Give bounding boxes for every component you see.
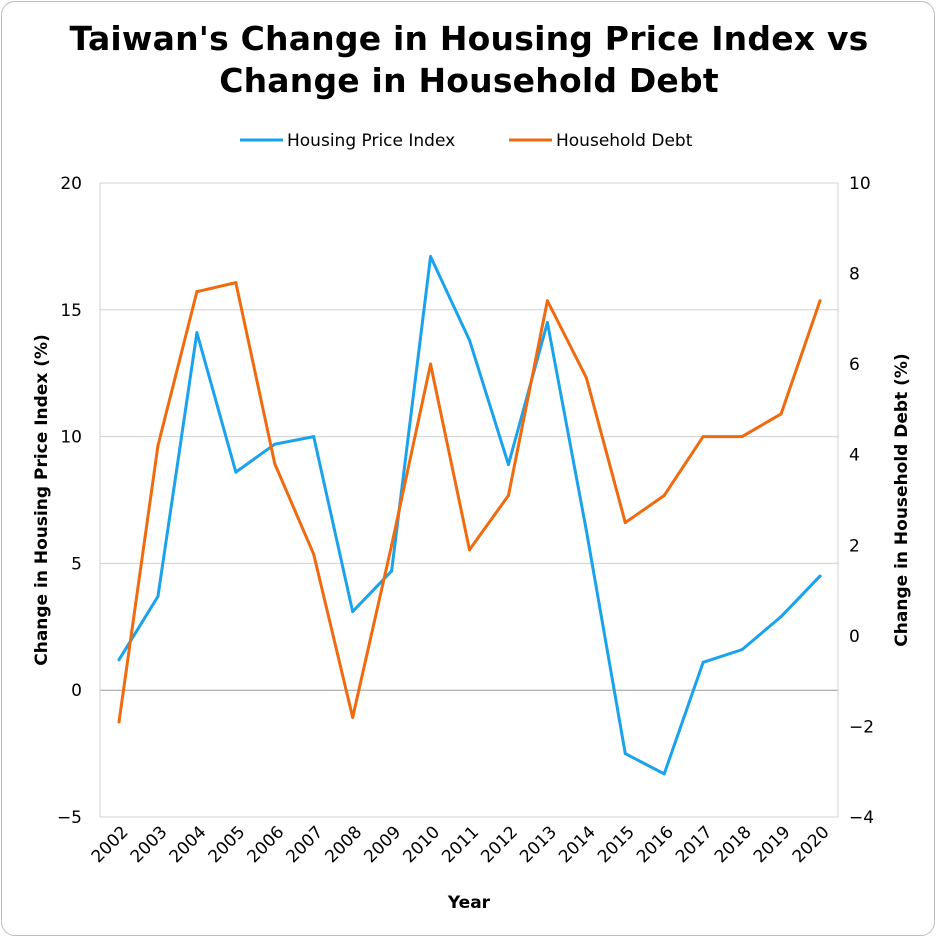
y-left-tick-label: 20 xyxy=(60,174,82,194)
data-point xyxy=(156,444,160,448)
data-point xyxy=(584,528,588,532)
data-point xyxy=(506,462,510,466)
data-point xyxy=(234,281,238,285)
legend-label-housing-price-index: Housing Price Index xyxy=(287,131,455,151)
x-tick-label: 2015 xyxy=(594,822,639,867)
y-right-tick-label: −4 xyxy=(849,808,874,828)
data-point xyxy=(195,290,199,294)
data-point xyxy=(818,574,822,578)
data-point xyxy=(156,594,160,598)
y-left-tick-label: 0 xyxy=(71,681,82,701)
x-tick-label: 2007 xyxy=(283,822,328,867)
data-point xyxy=(662,772,666,776)
data-point xyxy=(234,470,238,474)
data-point xyxy=(584,376,588,380)
x-tick-label: 2002 xyxy=(88,822,133,867)
data-point xyxy=(779,412,783,416)
data-point xyxy=(701,435,705,439)
x-tick-label: 2003 xyxy=(127,822,172,867)
data-point xyxy=(273,442,277,446)
x-tick-label: 2012 xyxy=(477,822,522,867)
data-point xyxy=(740,648,744,652)
y-left-tick-label: 5 xyxy=(71,554,82,574)
data-point xyxy=(273,462,277,466)
x-tick-label: 2011 xyxy=(438,822,483,867)
y-right-tick-label: 2 xyxy=(849,536,860,556)
chart-title-line2: Change in Household Debt xyxy=(219,61,719,100)
y-right-tick-label: 4 xyxy=(849,446,860,466)
y-left-tick-label: 10 xyxy=(60,428,82,448)
y-axis-right-title: Change in Household Debt (%) xyxy=(892,353,912,646)
y-right-tick-label: −2 xyxy=(849,717,874,737)
y-right-tick-label: 10 xyxy=(849,174,871,194)
data-point xyxy=(351,610,355,614)
data-point xyxy=(429,362,433,366)
legend-label-household-debt: Household Debt xyxy=(556,131,693,151)
data-point xyxy=(623,521,627,525)
data-point xyxy=(468,338,471,342)
data-point xyxy=(740,435,744,439)
data-point xyxy=(545,320,549,324)
data-point xyxy=(390,569,394,573)
x-tick-label: 2009 xyxy=(360,822,405,867)
y-right-tick-label: 6 xyxy=(849,355,860,375)
data-point xyxy=(117,720,121,724)
data-point xyxy=(351,715,355,719)
gridlines xyxy=(100,182,838,818)
y-axis-left-title: Change in Housing Price Index (%) xyxy=(32,334,52,666)
x-tick-label: 2005 xyxy=(205,822,250,867)
data-point xyxy=(195,331,199,335)
y-right-tick-label: 8 xyxy=(849,265,860,285)
data-point xyxy=(623,752,627,756)
data-point xyxy=(779,615,783,619)
x-tick-label: 2006 xyxy=(244,822,289,867)
x-tick-label: 2020 xyxy=(789,822,834,867)
y-left-tick-label: −5 xyxy=(57,808,82,828)
x-tick-label: 2010 xyxy=(399,822,444,867)
data-point xyxy=(390,543,394,547)
x-axis-title: Year xyxy=(447,893,491,913)
data-point xyxy=(468,548,471,552)
chart-title: Taiwan's Change in Housing Price Index v… xyxy=(0,18,938,102)
data-point xyxy=(662,493,666,497)
legend: Housing Price Index Household Debt xyxy=(240,131,693,151)
data-point xyxy=(429,255,433,259)
data-point xyxy=(701,660,705,664)
data-point xyxy=(312,552,316,556)
series-line-household-debt xyxy=(117,281,822,724)
series-lines xyxy=(117,255,822,776)
x-tick-label: 2013 xyxy=(516,822,561,867)
axes: −505101520−4−202468102002200320042005200… xyxy=(57,174,874,867)
chart-title-line1: Taiwan's Change in Housing Price Index v… xyxy=(69,19,869,58)
data-point xyxy=(545,299,549,303)
x-tick-label: 2019 xyxy=(750,822,795,867)
x-tick-label: 2014 xyxy=(555,822,600,867)
x-tick-label: 2018 xyxy=(711,822,756,867)
data-point xyxy=(117,658,121,662)
x-tick-label: 2004 xyxy=(166,822,211,867)
x-tick-label: 2016 xyxy=(633,822,678,867)
x-tick-label: 2017 xyxy=(672,822,717,867)
data-point xyxy=(312,435,316,439)
y-right-tick-label: 0 xyxy=(849,627,860,647)
data-point xyxy=(506,493,510,497)
y-left-tick-label: 15 xyxy=(60,301,82,321)
series-line-housing-price-index xyxy=(117,255,822,776)
data-point xyxy=(818,299,822,303)
x-tick-label: 2008 xyxy=(321,822,366,867)
